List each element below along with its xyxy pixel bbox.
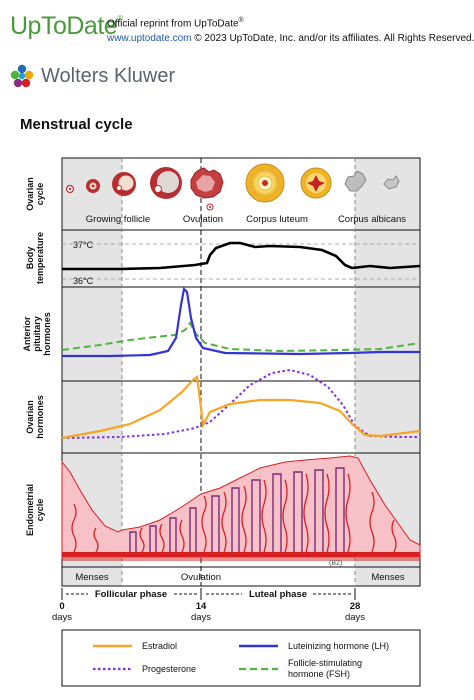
label-ovarian-hormones: Ovarianhormones — [25, 395, 45, 439]
gland-pattern — [129, 467, 345, 552]
temp-low-label: 36°C — [73, 276, 94, 286]
panel-labels: Ovariancycle Bodytemperature Anteriorpit… — [22, 177, 52, 536]
label-ovarian-cycle: Ovariancycle — [25, 177, 45, 211]
phase-menses-right: Menses — [371, 572, 405, 583]
label-body-temperature: Bodytemperature — [25, 232, 45, 284]
endometrium-tissue — [61, 455, 421, 559]
tick-day-28-unit: days — [345, 612, 365, 623]
label-endometrial-cycle: Endometrialcycle — [25, 484, 45, 536]
lh-curve — [62, 286, 420, 358]
corpus-albicans-small-icon — [383, 175, 400, 190]
uptodate-logo: UpToDate® — [10, 12, 123, 40]
publisher-name: Wolters Kluwer — [41, 64, 176, 87]
corpus-luteum-icon — [245, 163, 285, 203]
uptodate-link[interactable]: www.uptodate.com — [107, 33, 192, 44]
legend-label-lh: Luteinizing hormone (LH) — [288, 641, 389, 651]
ruptured-follicle-icon — [190, 167, 224, 211]
copyright-line: www.uptodate.com © 2023 UpToDate, Inc. a… — [107, 33, 474, 44]
artist-mark: (B2) — [329, 560, 342, 567]
tick-day-14-unit: days — [191, 612, 211, 623]
stage-corpus-albicans: Corpus albicans — [338, 214, 406, 225]
body-temperature-curve — [62, 241, 421, 271]
mature-follicle-icon — [150, 167, 182, 199]
tick-day-14: 14 — [196, 601, 207, 612]
phase-ovulation: Ovulation — [181, 572, 221, 583]
phase-dividers — [121, 158, 356, 586]
basal-vessel-band — [62, 552, 420, 557]
label-pituitary-hormones: Anteriorpituitaryhormones — [22, 312, 52, 356]
ovarian-cycle-illustrations — [65, 163, 400, 211]
stage-growing-follicle: Growing follicle — [86, 214, 150, 225]
antral-follicle-icon — [112, 172, 136, 196]
legend: Estradiol Luteinizing hormone (LH) Proge… — [61, 629, 421, 687]
timeline — [61, 588, 356, 600]
stage-corpus-luteum: Corpus luteum — [246, 214, 308, 225]
tick-day-0: 0 — [59, 601, 64, 612]
legend-label-progesterone: Progesterone — [142, 664, 196, 674]
corpus-albicans-large-icon — [344, 170, 367, 192]
endometrium-illustration — [61, 455, 421, 561]
progesterone-curve — [61, 368, 420, 439]
spiral-arteries — [71, 473, 397, 553]
legend-label-estradiol: Estradiol — [142, 641, 177, 651]
reprint-notice: Official reprint from UpToDate® — [107, 17, 244, 30]
legend-label-fsh: Follicle-stimulating hormone (FSH) — [288, 658, 362, 679]
temp-high-label: 37°C — [73, 240, 94, 250]
small-follicle-icon — [86, 179, 100, 193]
primordial-follicle-icon — [65, 184, 75, 194]
menstrual-cycle-diagram: Ovariancycle Bodytemperature Anteriorpit… — [22, 157, 421, 687]
estradiol-curve — [61, 374, 421, 440]
regressing-corpus-luteum-icon — [300, 167, 332, 199]
follicular-phase-label: Follicular phase — [95, 589, 167, 600]
rights-text: © 2023 UpToDate, Inc. and/or its affilia… — [194, 33, 474, 44]
tick-day-0-unit: days — [52, 612, 72, 623]
tick-day-28: 28 — [350, 601, 361, 612]
phase-menses-left: Menses — [75, 572, 109, 583]
fsh-curve — [61, 321, 421, 353]
publisher-logo: Wolters Kluwer — [8, 61, 175, 91]
page-title: Menstrual cycle — [20, 116, 133, 133]
wolters-kluwer-mark-icon — [10, 64, 34, 88]
stage-ovulation: Ovulation — [183, 214, 223, 225]
luteal-phase-label: Luteal phase — [249, 589, 307, 600]
